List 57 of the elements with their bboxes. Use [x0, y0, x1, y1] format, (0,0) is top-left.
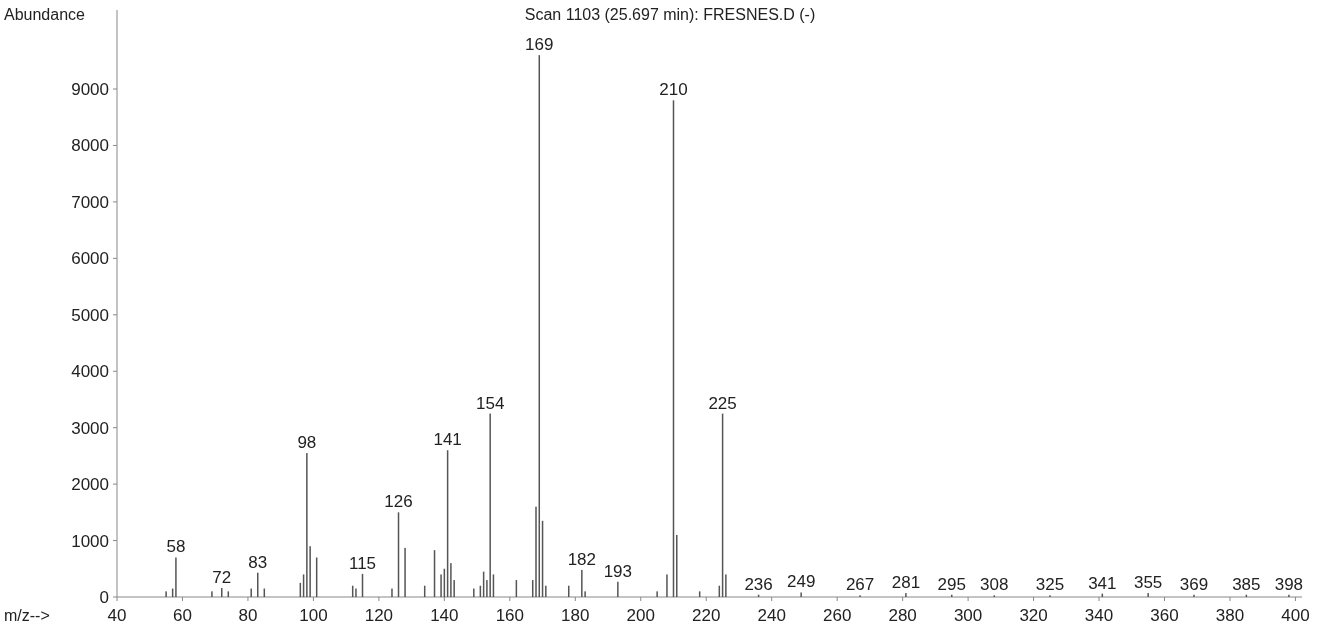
- x-tick-label: 220: [692, 606, 721, 625]
- x-tick-label: 260: [822, 606, 852, 625]
- annotation: 126: [384, 492, 413, 512]
- x-tick-label: 400: [1281, 606, 1310, 625]
- annotation: 72: [212, 567, 232, 587]
- x-tick-label: 340: [1084, 606, 1114, 625]
- x-tick-label: 360: [1150, 606, 1179, 625]
- annotation: 281: [891, 573, 921, 593]
- y-tick-label: 3000: [71, 418, 109, 438]
- annotation: 225: [708, 393, 737, 413]
- y-tick-label: 6000: [71, 249, 109, 269]
- x-tick-label: 160: [495, 606, 525, 625]
- y-tick-label: 1000: [71, 531, 109, 551]
- annotation: 83: [248, 552, 268, 572]
- x-tick-label: 380: [1215, 606, 1245, 625]
- y-axis-title: Abundance: [4, 6, 86, 23]
- x-tick-label: 200: [626, 606, 655, 625]
- x-tick-label: 100: [299, 606, 328, 625]
- x-tick-label: 120: [364, 606, 394, 625]
- y-tick-label: 0: [99, 587, 109, 607]
- y-tick-label: 8000: [71, 136, 109, 156]
- annotation: 182: [567, 549, 597, 569]
- annotation: 355: [1133, 573, 1163, 593]
- annotation: 295: [937, 574, 966, 594]
- x-tick-label: 80: [238, 606, 258, 625]
- annotation: 169: [525, 35, 554, 55]
- y-tick-label: 4000: [71, 362, 109, 382]
- annotation: 249: [786, 572, 816, 592]
- annotation: 398: [1274, 574, 1304, 594]
- annotation: 210: [659, 80, 688, 100]
- annotation: 341: [1088, 573, 1117, 593]
- x-tick-label: 300: [953, 606, 983, 625]
- annotation: 308: [980, 575, 1009, 595]
- annotation: 267: [845, 575, 875, 595]
- annotation: 325: [1035, 575, 1065, 595]
- annotation: 385: [1232, 574, 1261, 594]
- chart-title: Scan 1103 (25.697 min): FRESNES.D (-): [524, 6, 816, 23]
- x-tick-label: 60: [173, 606, 192, 625]
- annotation: 141: [433, 430, 462, 450]
- annotation: 98: [297, 433, 317, 453]
- x-tick-label: 280: [888, 606, 917, 625]
- x-axis-title: m/z-->: [4, 607, 50, 624]
- annotation: 369: [1179, 574, 1209, 594]
- x-tick-label: 180: [561, 606, 590, 625]
- y-tick-label: 5000: [71, 305, 109, 325]
- y-tick-label: 9000: [71, 79, 109, 99]
- annotation: 115: [348, 553, 377, 573]
- annotation: 154: [475, 393, 505, 413]
- annotation: 193: [603, 561, 633, 581]
- annotation: 58: [166, 537, 186, 557]
- x-tick-label: 240: [757, 606, 786, 625]
- annotation: 236: [744, 574, 773, 594]
- y-tick-label: 7000: [71, 192, 109, 212]
- x-tick-label: 140: [430, 606, 459, 625]
- x-tick-label: 40: [107, 606, 127, 625]
- y-tick-label: 2000: [71, 475, 109, 495]
- x-tick-label: 320: [1019, 606, 1048, 625]
